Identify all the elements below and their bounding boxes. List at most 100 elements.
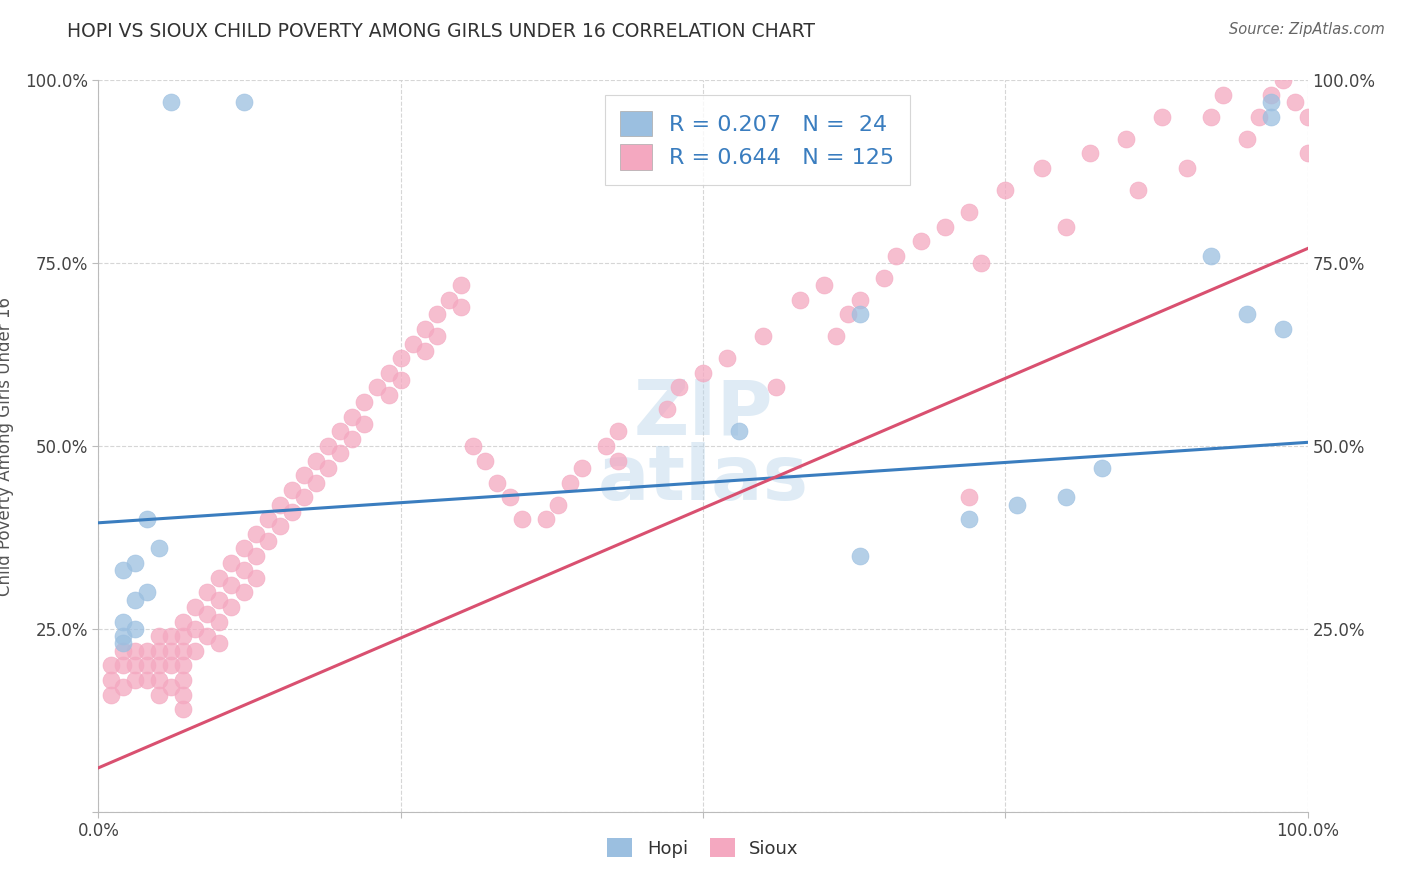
Point bbox=[135, 512, 157, 526]
Point bbox=[111, 563, 134, 577]
Point bbox=[269, 498, 291, 512]
Point bbox=[172, 673, 194, 687]
Point bbox=[957, 512, 980, 526]
Point bbox=[329, 425, 352, 439]
Legend: Hopi, Sioux: Hopi, Sioux bbox=[600, 831, 806, 865]
Point bbox=[221, 578, 243, 592]
Point bbox=[305, 453, 328, 467]
Point bbox=[837, 307, 859, 321]
Point bbox=[172, 702, 194, 716]
Point bbox=[172, 629, 194, 643]
Point bbox=[1199, 249, 1222, 263]
Point bbox=[135, 585, 157, 599]
Point bbox=[716, 351, 738, 366]
Point bbox=[111, 629, 134, 643]
Point bbox=[1212, 87, 1234, 102]
Point bbox=[269, 519, 291, 533]
Point bbox=[1091, 461, 1114, 475]
Point bbox=[825, 329, 848, 343]
Point bbox=[1078, 146, 1101, 161]
Point bbox=[377, 366, 399, 380]
Point bbox=[111, 615, 134, 629]
Point bbox=[1296, 146, 1319, 161]
Point bbox=[148, 688, 170, 702]
Point bbox=[1054, 490, 1077, 504]
Point bbox=[208, 592, 231, 607]
Point bbox=[463, 439, 485, 453]
Point bbox=[281, 505, 304, 519]
Text: ZIP
atlas: ZIP atlas bbox=[598, 376, 808, 516]
Point bbox=[148, 541, 170, 556]
Point bbox=[208, 571, 231, 585]
Point bbox=[292, 468, 315, 483]
Point bbox=[813, 278, 835, 293]
Point bbox=[1152, 110, 1174, 124]
Point bbox=[124, 622, 146, 636]
Point bbox=[195, 607, 218, 622]
Point bbox=[160, 681, 183, 695]
Point bbox=[111, 636, 134, 650]
Point bbox=[474, 453, 496, 467]
Point bbox=[957, 490, 980, 504]
Point bbox=[873, 270, 896, 285]
Point bbox=[305, 475, 328, 490]
Point bbox=[668, 380, 690, 394]
Point bbox=[160, 658, 183, 673]
Point bbox=[135, 644, 157, 658]
Point bbox=[111, 681, 134, 695]
Point bbox=[765, 380, 787, 394]
Point bbox=[849, 293, 872, 307]
Point bbox=[232, 563, 254, 577]
Point bbox=[910, 234, 932, 248]
Point bbox=[426, 329, 449, 343]
Point bbox=[728, 425, 751, 439]
Point bbox=[184, 622, 207, 636]
Point bbox=[172, 658, 194, 673]
Point bbox=[402, 336, 425, 351]
Point bbox=[366, 380, 388, 394]
Text: Source: ZipAtlas.com: Source: ZipAtlas.com bbox=[1229, 22, 1385, 37]
Point bbox=[160, 95, 183, 110]
Point bbox=[426, 307, 449, 321]
Point bbox=[148, 629, 170, 643]
Point bbox=[655, 402, 678, 417]
Point bbox=[148, 644, 170, 658]
Point bbox=[111, 644, 134, 658]
Point bbox=[437, 293, 460, 307]
Point bbox=[849, 307, 872, 321]
Point bbox=[692, 366, 714, 380]
Point bbox=[534, 512, 557, 526]
Point bbox=[232, 541, 254, 556]
Point bbox=[1236, 307, 1258, 321]
Point bbox=[292, 490, 315, 504]
Point bbox=[195, 585, 218, 599]
Point bbox=[1128, 183, 1150, 197]
Point bbox=[353, 417, 375, 431]
Point bbox=[970, 256, 993, 270]
Point bbox=[232, 95, 254, 110]
Point bbox=[100, 688, 122, 702]
Point bbox=[245, 526, 267, 541]
Point bbox=[994, 183, 1017, 197]
Point bbox=[160, 644, 183, 658]
Point bbox=[389, 351, 412, 366]
Point bbox=[221, 599, 243, 614]
Point bbox=[148, 673, 170, 687]
Point bbox=[1115, 132, 1137, 146]
Point bbox=[353, 395, 375, 409]
Point bbox=[1272, 73, 1295, 87]
Point bbox=[607, 425, 630, 439]
Point bbox=[450, 300, 472, 314]
Point bbox=[329, 446, 352, 460]
Point bbox=[1260, 95, 1282, 110]
Point bbox=[124, 658, 146, 673]
Point bbox=[849, 549, 872, 563]
Point bbox=[100, 658, 122, 673]
Point bbox=[245, 571, 267, 585]
Point bbox=[1007, 498, 1029, 512]
Point bbox=[124, 592, 146, 607]
Point bbox=[413, 343, 436, 358]
Point bbox=[148, 658, 170, 673]
Point bbox=[1260, 87, 1282, 102]
Point bbox=[172, 688, 194, 702]
